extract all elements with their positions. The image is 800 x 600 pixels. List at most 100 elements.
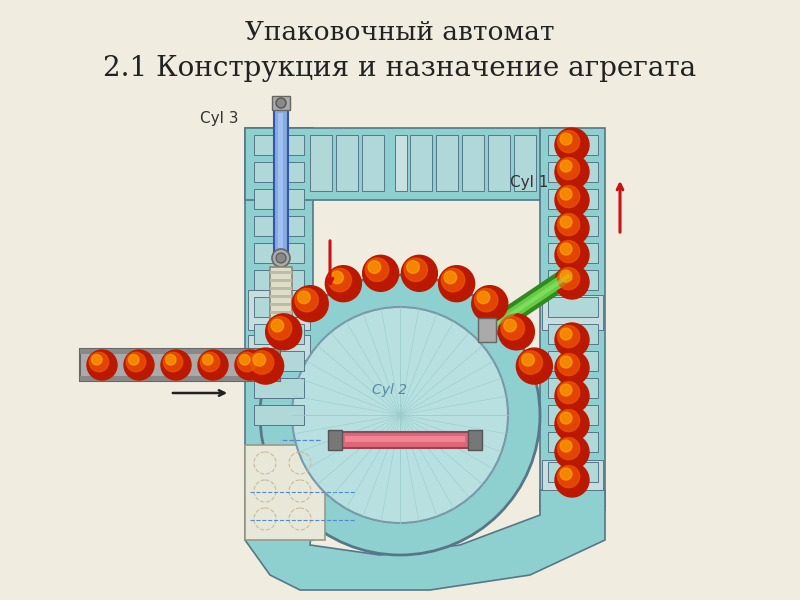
Circle shape (555, 351, 589, 385)
Text: Cyl 3: Cyl 3 (200, 110, 238, 125)
Circle shape (498, 314, 534, 350)
Circle shape (260, 275, 540, 555)
Bar (254, 189, 304, 209)
Circle shape (516, 348, 552, 384)
Circle shape (558, 326, 580, 347)
Circle shape (91, 355, 102, 365)
Circle shape (555, 265, 589, 299)
Circle shape (126, 352, 146, 372)
Bar (345, 436, 465, 442)
Bar (254, 378, 304, 398)
Circle shape (560, 270, 572, 282)
Bar (540, 128, 605, 510)
Bar (548, 351, 598, 371)
Bar (270, 271, 292, 274)
Circle shape (560, 356, 572, 368)
Bar (340, 432, 470, 448)
Circle shape (477, 291, 490, 304)
Bar (80, 349, 280, 354)
Circle shape (560, 468, 572, 480)
Circle shape (558, 158, 580, 179)
Circle shape (555, 128, 589, 162)
Text: Cyl 1: Cyl 1 (510, 175, 548, 190)
Circle shape (163, 352, 182, 372)
Circle shape (560, 440, 572, 452)
Bar (272, 96, 290, 110)
Bar (248, 290, 310, 330)
Circle shape (560, 133, 572, 145)
Circle shape (235, 350, 265, 380)
Bar (254, 243, 304, 263)
Bar (548, 162, 598, 182)
Circle shape (266, 314, 302, 350)
Bar (254, 405, 304, 425)
Circle shape (330, 271, 343, 284)
Bar (270, 311, 292, 314)
Bar (254, 135, 304, 155)
Circle shape (558, 131, 580, 152)
Bar (80, 349, 280, 381)
Circle shape (166, 355, 176, 365)
Bar (548, 432, 598, 452)
Bar (270, 287, 292, 290)
Bar (542, 295, 603, 330)
Circle shape (402, 256, 438, 292)
Circle shape (272, 249, 290, 267)
Circle shape (555, 183, 589, 217)
Circle shape (555, 211, 589, 245)
Circle shape (326, 266, 362, 302)
Circle shape (558, 382, 580, 404)
Circle shape (198, 350, 228, 380)
Circle shape (238, 352, 257, 372)
Circle shape (438, 266, 474, 302)
Bar (274, 108, 288, 253)
Circle shape (558, 437, 580, 460)
Circle shape (558, 214, 580, 236)
Text: Упаковочный автомат: Упаковочный автомат (246, 19, 554, 44)
Circle shape (202, 355, 213, 365)
Circle shape (129, 355, 139, 365)
Bar (245, 128, 313, 540)
Bar (362, 135, 384, 191)
Circle shape (555, 435, 589, 469)
Bar (410, 135, 432, 191)
Circle shape (292, 286, 328, 322)
Circle shape (558, 185, 580, 208)
Circle shape (558, 466, 580, 488)
Circle shape (560, 412, 572, 424)
Bar (514, 135, 536, 191)
Polygon shape (245, 490, 605, 590)
Circle shape (271, 319, 284, 332)
Circle shape (558, 410, 580, 431)
Circle shape (404, 258, 427, 281)
Circle shape (504, 319, 516, 332)
Bar (310, 135, 332, 191)
Circle shape (268, 317, 292, 340)
Bar (548, 378, 598, 398)
Circle shape (519, 351, 542, 374)
Bar (254, 216, 304, 236)
Circle shape (560, 328, 572, 340)
Bar (254, 297, 304, 317)
Circle shape (560, 216, 572, 228)
Circle shape (276, 98, 286, 108)
Circle shape (558, 268, 580, 290)
Bar (270, 267, 292, 322)
Circle shape (558, 241, 580, 263)
Bar (278, 113, 283, 248)
Bar (245, 128, 570, 200)
Bar (462, 135, 484, 191)
Circle shape (276, 253, 286, 263)
Bar (395, 135, 407, 191)
Text: Cyl 2: Cyl 2 (373, 383, 407, 397)
Bar (548, 135, 598, 155)
Circle shape (298, 291, 310, 304)
Circle shape (295, 289, 318, 312)
Circle shape (292, 307, 508, 523)
Circle shape (560, 243, 572, 255)
Circle shape (253, 353, 266, 366)
Bar (254, 270, 304, 290)
Bar (80, 376, 280, 381)
Bar (270, 303, 292, 306)
Bar (548, 297, 598, 317)
